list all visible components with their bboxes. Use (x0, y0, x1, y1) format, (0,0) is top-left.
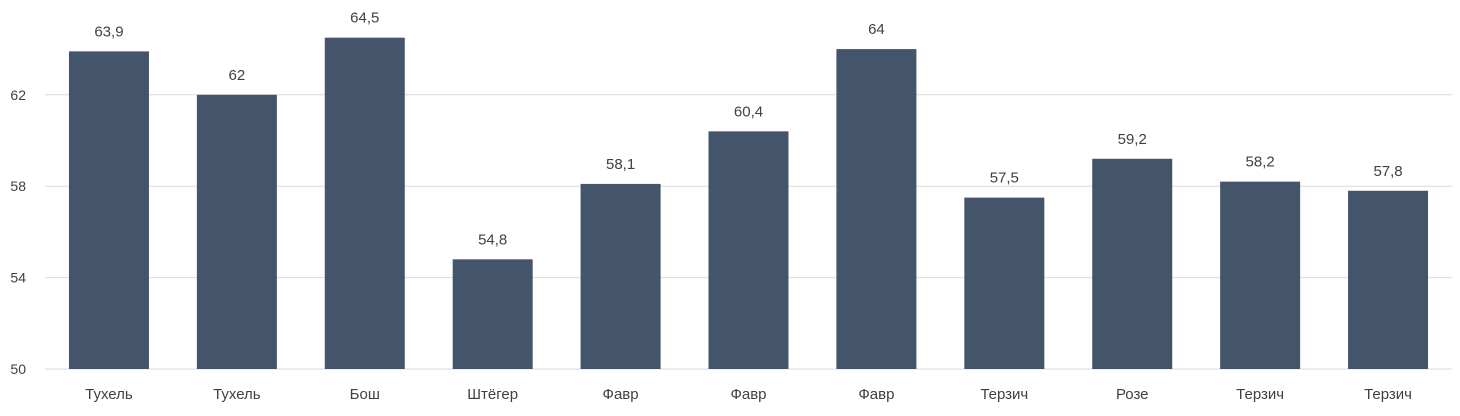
data-label: 63,9 (94, 23, 123, 40)
data-labels: 63,9 62 64,5 54,8 58,1 60,4 64 57,5 59,2 58,2 57,8 (94, 10, 1402, 249)
y-axis-tick-labels: 50 54 58 62 (10, 87, 26, 377)
data-label: 64,5 (350, 10, 379, 27)
x-tick-label: Тухель (85, 386, 133, 403)
data-label: 60,4 (734, 103, 763, 120)
bar (452, 259, 533, 369)
y-tick-label: 50 (10, 361, 26, 377)
x-tick-label: Бош (350, 386, 380, 403)
bar (1220, 181, 1301, 369)
x-tick-label: Терзич (1236, 386, 1284, 403)
data-label: 62 (229, 67, 246, 84)
data-label: 64 (868, 21, 885, 38)
data-label: 58,1 (606, 156, 635, 173)
data-label: 54,8 (478, 231, 507, 248)
x-axis-tick-labels: Тухель Тухель Бош Штёгер Фавр Фавр Фавр Терзич Р… (85, 386, 1412, 403)
bar (964, 197, 1045, 369)
y-tick-label: 62 (10, 87, 26, 103)
data-label: 57,5 (990, 170, 1019, 187)
bars (68, 37, 1429, 370)
x-tick-label: Штёгер (467, 386, 518, 403)
bar (324, 37, 405, 370)
x-tick-label: Фавр (858, 386, 894, 403)
y-tick-label: 54 (10, 270, 26, 286)
data-label: 59,2 (1118, 131, 1147, 148)
bar (1092, 158, 1173, 369)
x-tick-label: Тухель (213, 386, 261, 403)
bar (196, 94, 277, 370)
data-label: 58,2 (1246, 154, 1275, 171)
x-tick-label: Терзич (980, 386, 1028, 403)
bar (68, 51, 149, 369)
bar (1348, 190, 1429, 369)
bar (708, 131, 789, 369)
bar (836, 49, 917, 369)
bar (580, 183, 661, 369)
x-tick-label: Фавр (603, 386, 639, 403)
x-tick-label: Терзич (1364, 386, 1412, 403)
y-tick-label: 58 (10, 178, 26, 194)
x-tick-label: Фавр (730, 386, 766, 403)
data-label: 57,8 (1373, 163, 1402, 180)
x-tick-label: Розе (1116, 386, 1149, 403)
